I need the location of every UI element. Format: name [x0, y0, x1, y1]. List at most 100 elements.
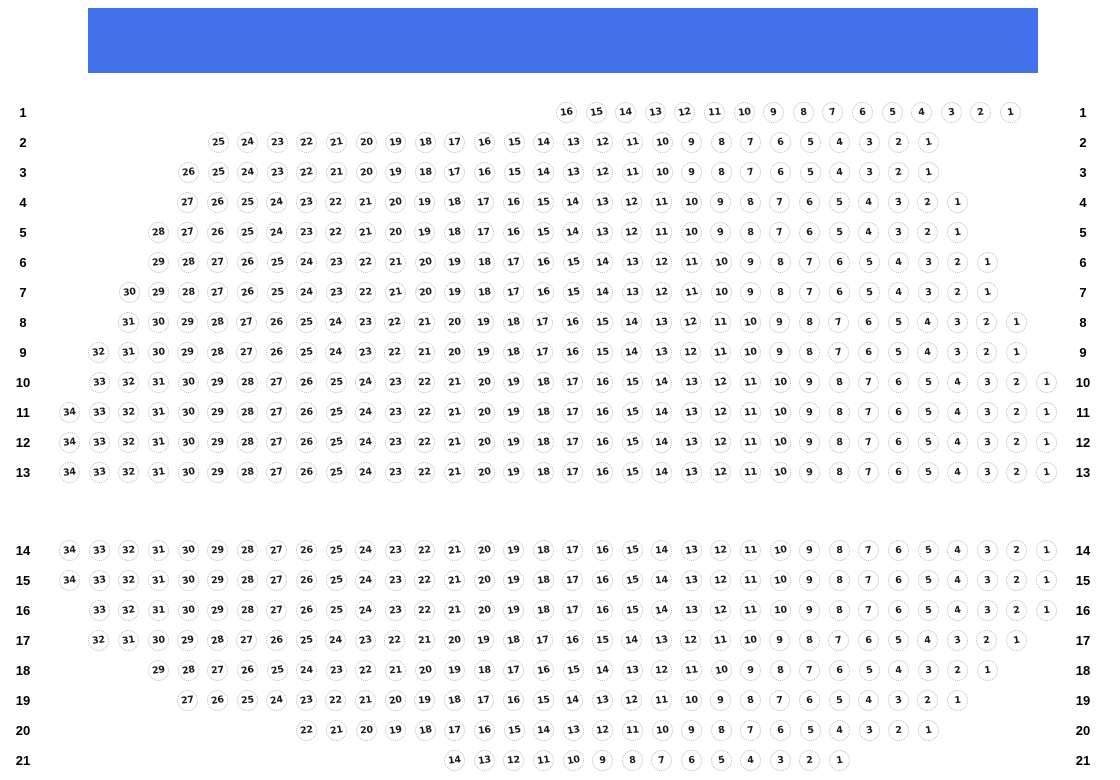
seat[interactable]: 29 [206, 539, 230, 562]
seat[interactable]: 26 [295, 569, 318, 592]
seat[interactable]: 26 [295, 461, 318, 484]
seat[interactable]: 19 [471, 628, 496, 653]
seat[interactable]: 21 [353, 220, 378, 245]
seat[interactable]: 8 [768, 280, 792, 305]
seat[interactable]: 27 [176, 190, 200, 215]
seat[interactable]: 3 [916, 659, 940, 682]
seat[interactable]: 10 [650, 718, 674, 743]
seat[interactable]: 9 [680, 161, 704, 184]
seat[interactable]: 20 [471, 430, 497, 455]
seat[interactable]: 13 [679, 460, 704, 485]
seat[interactable]: 34 [57, 568, 82, 593]
seat[interactable]: 30 [146, 310, 171, 335]
seat[interactable]: 9 [797, 400, 822, 425]
seat[interactable]: 27 [176, 688, 200, 713]
seat[interactable]: 11 [649, 688, 674, 713]
seat[interactable]: 12 [679, 629, 703, 652]
seat[interactable]: 6 [886, 568, 911, 593]
seat[interactable]: 10 [767, 568, 793, 593]
seat[interactable]: 15 [531, 688, 555, 713]
seat[interactable]: 4 [915, 340, 940, 365]
seat[interactable]: 22 [353, 658, 378, 683]
seat[interactable]: 15 [561, 280, 586, 305]
seat[interactable]: 29 [206, 401, 230, 424]
seat[interactable]: 24 [324, 629, 348, 652]
seat[interactable]: 14 [531, 160, 556, 185]
seat[interactable]: 15 [502, 161, 526, 184]
seat[interactable]: 5 [886, 311, 910, 334]
seat[interactable]: 11 [531, 748, 556, 773]
seat[interactable]: 9 [797, 370, 822, 395]
seat[interactable]: 33 [87, 370, 111, 395]
seat[interactable]: 29 [176, 311, 200, 334]
seat[interactable]: 5 [708, 748, 734, 773]
seat[interactable]: 21 [412, 310, 437, 335]
seat[interactable]: 24 [353, 568, 378, 593]
seat[interactable]: 32 [117, 461, 141, 484]
seat[interactable]: 16 [590, 538, 615, 563]
seat[interactable]: 9 [708, 190, 733, 215]
seat[interactable]: 4 [886, 250, 911, 275]
seat[interactable]: 20 [413, 280, 437, 305]
seat[interactable]: 17 [561, 539, 585, 562]
seat[interactable]: 5 [857, 280, 882, 305]
seat[interactable]: 13 [589, 688, 615, 713]
seat[interactable]: 30 [175, 400, 201, 425]
seat[interactable]: 29 [146, 250, 171, 275]
seat[interactable]: 27 [235, 629, 259, 652]
seat[interactable]: 17 [530, 340, 555, 365]
seat[interactable]: 19 [471, 310, 496, 335]
seat[interactable]: 20 [471, 460, 497, 485]
seat[interactable]: 6 [857, 629, 880, 652]
seat[interactable]: 30 [146, 341, 170, 364]
seat[interactable]: 18 [531, 430, 555, 455]
seat[interactable]: 4 [909, 100, 934, 125]
seat[interactable]: 18 [531, 568, 555, 593]
seat[interactable]: 1 [998, 100, 1023, 125]
seat[interactable]: 9 [591, 749, 615, 772]
seat[interactable]: 23 [383, 598, 407, 623]
seat[interactable]: 4 [827, 160, 852, 185]
seat[interactable]: 22 [413, 568, 437, 593]
seat[interactable]: 28 [235, 460, 259, 485]
seat[interactable]: 12 [591, 718, 615, 743]
seat[interactable]: 26 [264, 340, 289, 365]
seat[interactable]: 21 [324, 130, 349, 155]
seat[interactable]: 9 [708, 688, 733, 713]
seat[interactable]: 4 [915, 628, 940, 653]
seat[interactable]: 25 [324, 371, 348, 394]
seat[interactable]: 3 [975, 598, 999, 623]
seat[interactable]: 21 [442, 568, 467, 593]
seat[interactable]: 1 [1034, 400, 1059, 425]
seat[interactable]: 14 [560, 220, 585, 245]
seat[interactable]: 2 [1005, 539, 1029, 562]
seat[interactable]: 10 [767, 430, 793, 455]
seat[interactable]: 12 [709, 400, 733, 425]
seat[interactable]: 16 [560, 340, 585, 365]
seat[interactable]: 2 [916, 221, 940, 244]
seat[interactable]: 3 [939, 100, 964, 125]
seat[interactable]: 33 [87, 400, 112, 425]
seat[interactable]: 14 [590, 658, 615, 683]
seat[interactable]: 17 [530, 628, 555, 653]
seat[interactable]: 24 [264, 688, 289, 713]
seat[interactable]: 23 [293, 688, 319, 713]
seat[interactable]: 4 [945, 400, 970, 425]
seat[interactable]: 14 [532, 131, 556, 154]
seat[interactable]: 26 [264, 628, 289, 653]
seat[interactable]: 12 [620, 220, 644, 245]
seat[interactable]: 13 [679, 538, 704, 563]
seat[interactable]: 3 [975, 568, 1000, 593]
seat[interactable]: 3 [857, 130, 881, 155]
seat[interactable]: 5 [827, 190, 851, 215]
seat[interactable]: 3 [768, 749, 792, 772]
seat[interactable]: 19 [501, 460, 526, 485]
seat[interactable]: 7 [738, 718, 763, 743]
seat[interactable]: 3 [944, 628, 970, 653]
seat[interactable]: 1 [1034, 538, 1059, 563]
seat[interactable]: 8 [791, 101, 815, 124]
seat[interactable]: 19 [501, 538, 526, 563]
seat[interactable]: 18 [531, 370, 556, 395]
seat[interactable]: 4 [945, 460, 970, 485]
seat[interactable]: 16 [590, 400, 615, 425]
